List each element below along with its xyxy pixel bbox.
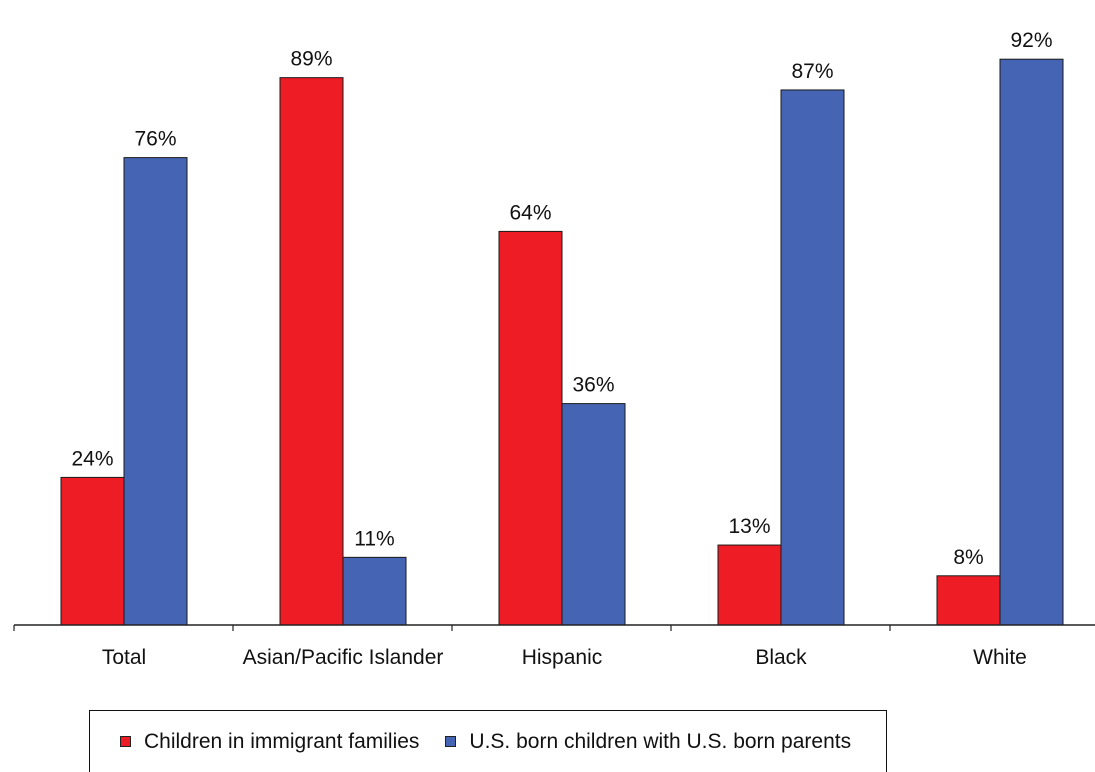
value-label-hispanic-us-born: 36% xyxy=(572,374,614,397)
category-label-white: White xyxy=(973,646,1027,669)
category-label-total: Total xyxy=(102,646,146,669)
category-label-hispanic: Hispanic xyxy=(522,646,603,669)
legend-label-us-born: U.S. born children with U.S. born parent… xyxy=(469,729,852,753)
bar-white-immigrant xyxy=(936,575,1001,626)
value-label-asian-pacific-islander-us-born: 11% xyxy=(354,527,394,550)
value-label-white-immigrant: 8% xyxy=(953,546,983,569)
bar-asian-pacific-islander-us-born xyxy=(342,556,407,626)
legend-item-us-born: U.S. born children with U.S. born parent… xyxy=(445,730,851,754)
bars-group xyxy=(60,58,1064,626)
category-label-black: Black xyxy=(755,646,807,669)
bar-total-us-born xyxy=(123,157,188,626)
legend-swatch-us-born xyxy=(445,736,457,747)
legend-swatch-immigrant xyxy=(120,736,131,747)
category-labels-group: Total Asian/Pacific Islander Hispanic Black… xyxy=(102,646,1027,669)
bar-white-us-born xyxy=(999,58,1064,626)
value-label-black-immigrant: 13% xyxy=(728,515,770,538)
bar-total-immigrant xyxy=(60,476,125,626)
bar-hispanic-immigrant xyxy=(498,230,563,626)
value-label-black-us-born: 87% xyxy=(791,60,833,83)
x-axis xyxy=(13,624,1095,631)
legend-item-immigrant: Children in immigrant families xyxy=(120,730,419,754)
category-label-asian-pacific-islander: Asian/Pacific Islander xyxy=(243,646,444,669)
legend: Children in immigrant families U.S. born… xyxy=(89,710,887,772)
bar-black-immigrant xyxy=(717,544,782,626)
value-label-asian-pacific-islander-immigrant: 89% xyxy=(290,48,332,71)
value-label-hispanic-immigrant: 64% xyxy=(509,201,551,224)
value-label-total-us-born: 76% xyxy=(134,128,176,151)
bar-hispanic-us-born xyxy=(561,403,626,626)
bar-asian-pacific-islander-immigrant xyxy=(279,77,344,626)
legend-label-immigrant: Children in immigrant families xyxy=(144,729,420,753)
value-label-white-us-born: 92% xyxy=(1010,29,1052,52)
value-label-total-immigrant: 24% xyxy=(71,447,113,470)
bar-black-us-born xyxy=(780,89,845,626)
value-labels-group: 24% 76% 89% 11% 64% 36% 13% 87% 8% 92% xyxy=(71,29,1052,569)
bar-chart: 24% 76% 89% 11% 64% 36% 13% 87% 8% 92% Total Asian… xyxy=(13,29,1095,669)
